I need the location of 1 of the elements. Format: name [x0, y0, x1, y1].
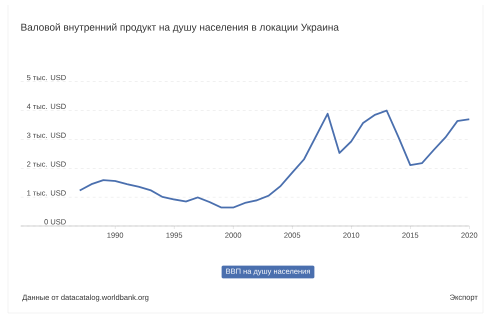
- chart-title: Валовой внутренний продукт на душу населения в локации Украина: [21, 23, 339, 33]
